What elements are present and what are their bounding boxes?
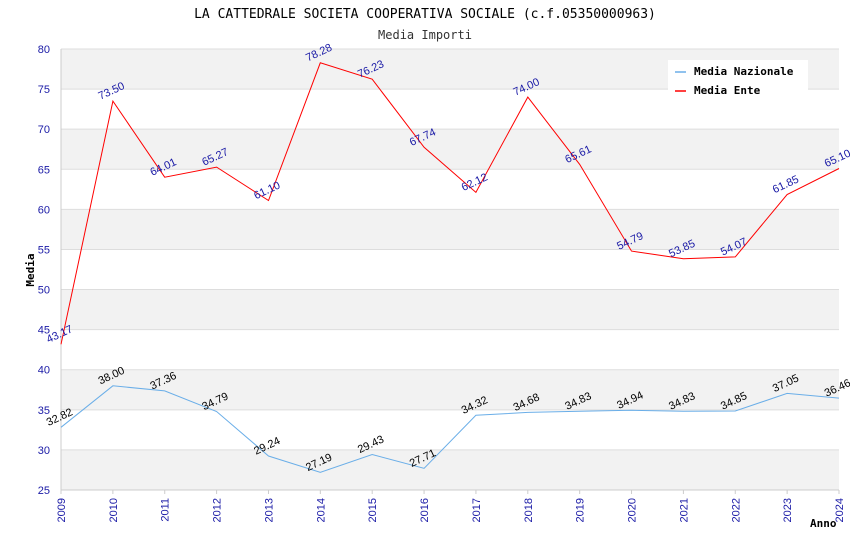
y-tick-label: 60 <box>38 204 50 216</box>
y-tick-label: 35 <box>38 405 50 417</box>
legend: Media Nazionale Media Ente <box>668 60 808 102</box>
chart-title: LA CATTEDRALE SOCIETA COOPERATIVA SOCIAL… <box>194 7 656 22</box>
x-tick-label: 2015 <box>367 498 379 522</box>
x-tick-label: 2009 <box>56 498 68 522</box>
background-band <box>61 209 839 250</box>
x-tick-label: 2022 <box>730 498 742 522</box>
x-tick-label: 2019 <box>575 498 587 522</box>
x-axis-ticks: 2009 2010 2011 2012 2013 2014 2015 2016 2017 2018… <box>56 490 846 522</box>
data-label: 61.85 <box>771 174 801 197</box>
x-tick-label: 2011 <box>160 498 172 522</box>
x-axis-label: Anno <box>810 517 837 530</box>
legend-box <box>668 60 808 102</box>
background-band <box>61 449 839 490</box>
series-lines <box>60 62 840 473</box>
x-tick-label: 2012 <box>212 498 224 522</box>
y-tick-label: 70 <box>38 124 50 136</box>
y-tick-label: 65 <box>38 164 50 176</box>
background-band <box>61 129 839 170</box>
legend-label-media-ente: Media Ente <box>694 84 761 97</box>
x-tick-label: 2013 <box>263 498 275 522</box>
y-tick-label: 80 <box>38 44 50 56</box>
x-tick-label: 2023 <box>782 498 794 522</box>
background-band <box>61 289 839 330</box>
x-tick-label: 2017 <box>471 498 483 522</box>
x-tick-label: 2020 <box>627 498 639 522</box>
data-label: 62.12 <box>460 171 490 194</box>
y-tick-label: 25 <box>38 485 50 497</box>
x-tick-label: 2024 <box>834 498 846 522</box>
y-tick-label: 55 <box>38 244 50 256</box>
y-axis-ticks: 25 30 35 40 45 50 55 60 65 70 75 80 <box>38 44 50 497</box>
y-tick-label: 40 <box>38 365 50 377</box>
x-tick-label: 2010 <box>108 498 120 522</box>
y-tick-label: 30 <box>38 445 50 457</box>
x-tick-label: 2021 <box>678 498 690 522</box>
gridlines <box>60 48 839 491</box>
y-tick-label: 75 <box>38 84 50 96</box>
chart-subtitle: Media Importi <box>378 28 472 42</box>
y-tick-label: 45 <box>38 325 50 337</box>
x-tick-label: 2016 <box>419 498 431 522</box>
background-band <box>61 369 839 410</box>
y-axis-label: Media <box>24 253 37 286</box>
x-tick-label: 2014 <box>315 498 327 522</box>
x-tick-label: 2018 <box>523 498 535 522</box>
data-label: 61.10 <box>252 180 282 203</box>
series-line-media-nazionale <box>60 385 840 473</box>
series-line-media-ente <box>60 62 840 345</box>
background-bands <box>61 49 839 490</box>
y-tick-label: 50 <box>38 285 50 297</box>
legend-label-media-nazionale: Media Nazionale <box>694 65 794 78</box>
